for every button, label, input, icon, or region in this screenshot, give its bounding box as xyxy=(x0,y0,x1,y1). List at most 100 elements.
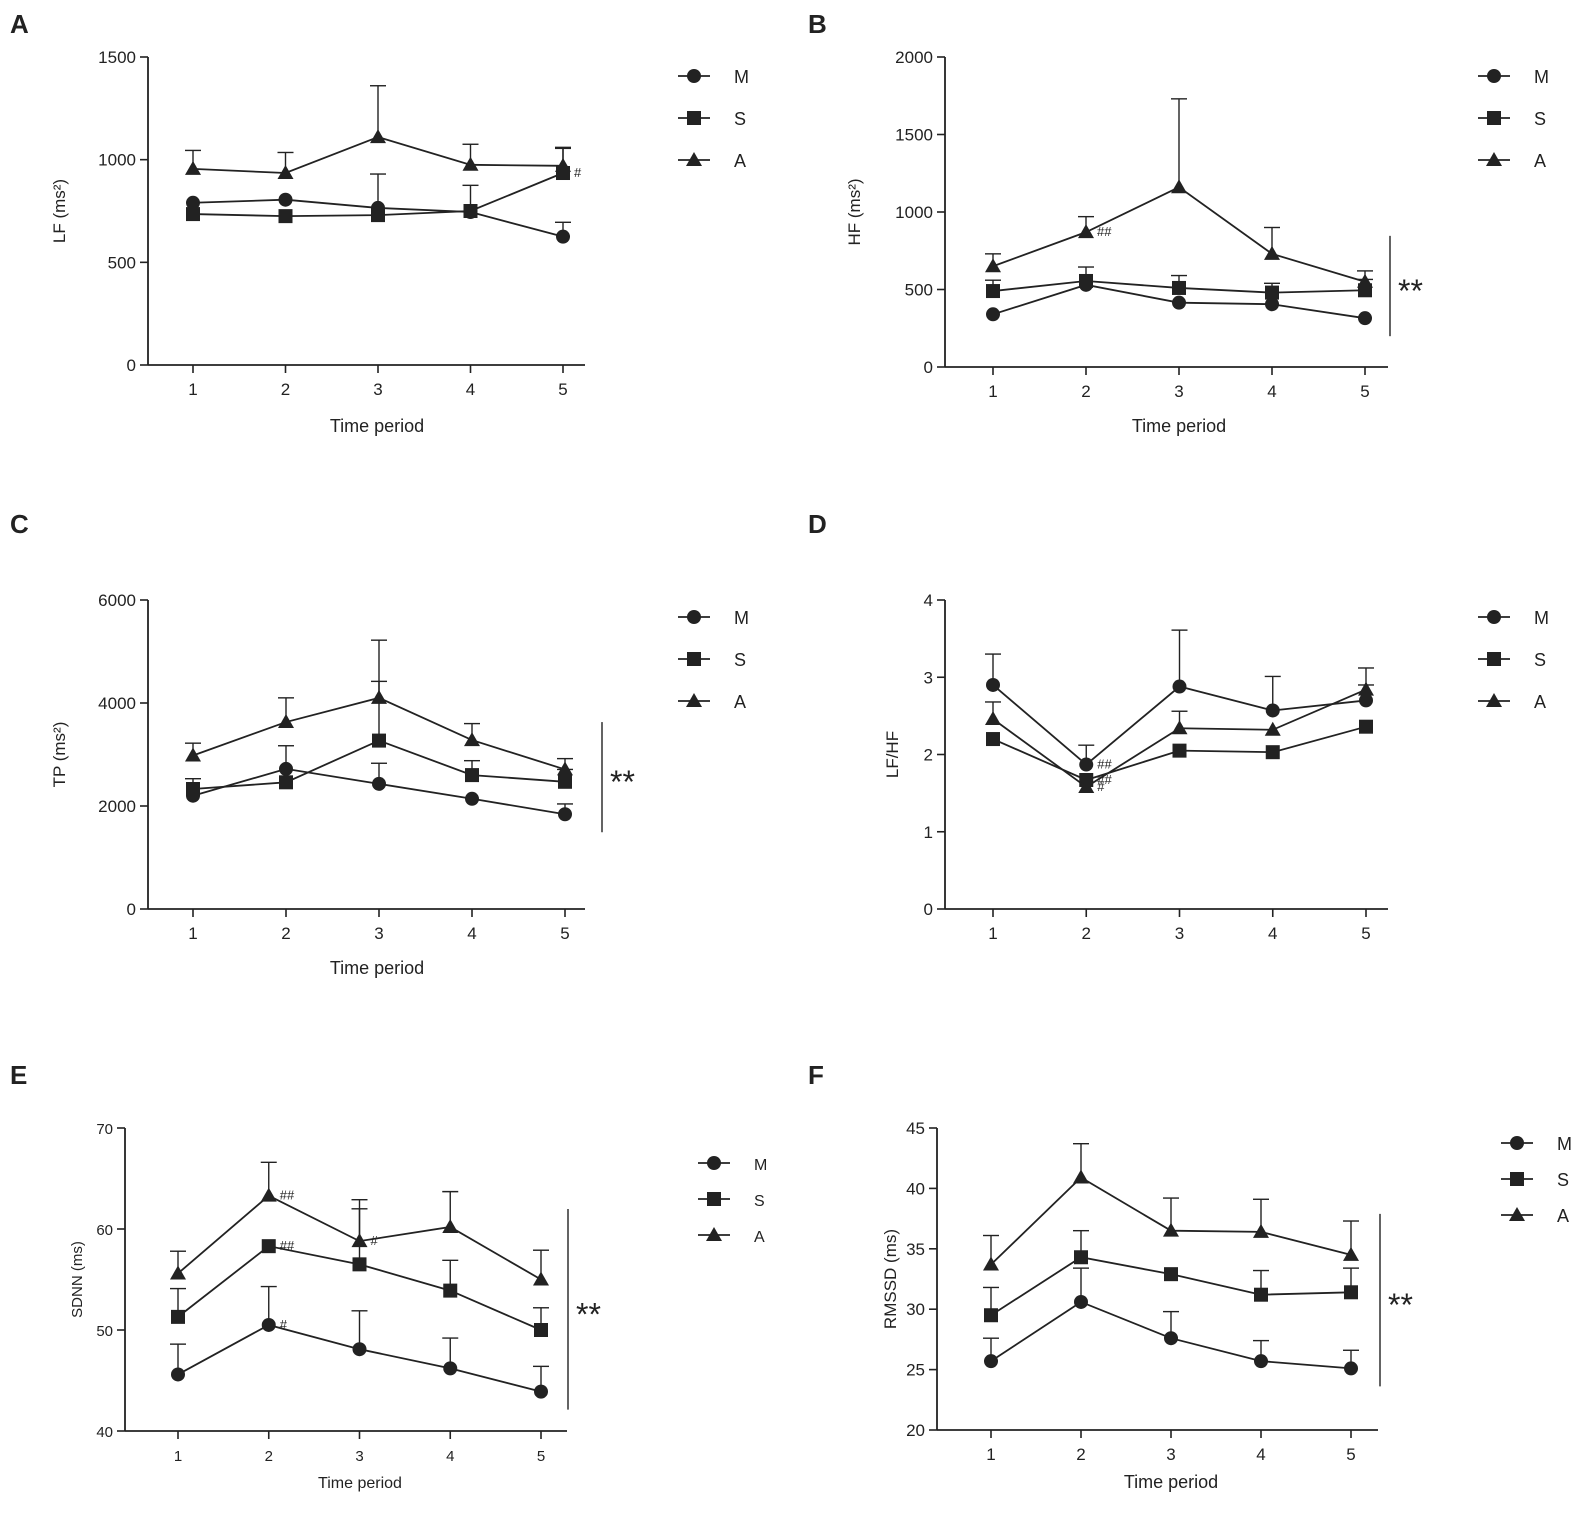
data-point xyxy=(1254,1287,1268,1302)
y-tick-label: 1 xyxy=(924,823,933,842)
data-point xyxy=(1074,1294,1088,1309)
x-tick-label: 1 xyxy=(986,1445,995,1464)
data-point xyxy=(1078,224,1094,239)
data-point xyxy=(1265,285,1279,300)
data-point xyxy=(1171,179,1187,194)
legend-marker xyxy=(1487,652,1501,666)
data-point xyxy=(533,1271,549,1286)
panel-label: F xyxy=(808,1060,824,1090)
data-point xyxy=(556,229,570,244)
data-point xyxy=(1164,1331,1178,1346)
data-point xyxy=(558,774,572,789)
legend-marker xyxy=(707,1192,721,1206)
legend-marker xyxy=(1510,1136,1524,1150)
x-tick-label: 4 xyxy=(1267,382,1276,401)
y-tick-label: 0 xyxy=(127,900,136,919)
y-tick-label: 20 xyxy=(906,1421,925,1440)
x-tick-label: 5 xyxy=(560,924,569,943)
y-tick-label: 4000 xyxy=(98,694,136,713)
data-point xyxy=(1172,295,1186,310)
x-tick-label: 1 xyxy=(988,382,997,401)
x-tick-label: 4 xyxy=(1268,924,1277,943)
x-axis-label: Time period xyxy=(1124,1472,1218,1492)
legend-label: M xyxy=(1557,1134,1572,1154)
x-tick-label: 1 xyxy=(188,924,197,943)
data-point xyxy=(1254,1354,1268,1369)
data-point xyxy=(372,733,386,748)
data-point xyxy=(352,1342,367,1357)
y-tick-label: 45 xyxy=(906,1119,925,1138)
y-tick-label: 70 xyxy=(96,1121,113,1138)
data-point xyxy=(983,1256,999,1271)
legend: MSA xyxy=(1501,1134,1572,1226)
data-point xyxy=(352,1257,367,1272)
data-point xyxy=(1073,1169,1089,1184)
y-axis-label: LF (ms²) xyxy=(50,179,69,243)
legend-label: M xyxy=(754,1157,767,1174)
legend-marker xyxy=(706,1227,722,1241)
data-point xyxy=(1344,1285,1358,1300)
data-point xyxy=(279,775,293,790)
legend-label: A xyxy=(1557,1206,1569,1226)
y-tick-label: 60 xyxy=(96,1222,113,1239)
data-point xyxy=(1264,721,1281,736)
y-tick-label: 1500 xyxy=(98,48,136,67)
y-tick-label: 2000 xyxy=(98,797,136,816)
data-point xyxy=(1265,297,1279,312)
data-point xyxy=(371,689,387,704)
data-point xyxy=(1265,745,1280,760)
x-tick-label: 4 xyxy=(466,380,475,399)
series-a xyxy=(185,639,573,776)
y-axis-label: RMSSD (ms) xyxy=(881,1229,900,1329)
series-m xyxy=(986,277,1372,326)
x-tick-label: 5 xyxy=(537,1448,545,1465)
data-point xyxy=(1078,778,1095,793)
data-point xyxy=(171,1367,185,1382)
x-axis-label: Time period xyxy=(330,958,424,978)
data-point xyxy=(1357,273,1373,288)
legend-label: S xyxy=(1534,650,1546,670)
data-point xyxy=(985,258,1001,273)
legend: MSA xyxy=(678,67,749,171)
data-point xyxy=(442,1218,459,1233)
data-point xyxy=(260,1187,277,1202)
series-a xyxy=(185,85,571,180)
data-point xyxy=(1079,757,1094,772)
data-point xyxy=(1265,703,1280,718)
legend: MSA xyxy=(1478,67,1549,171)
x-tick-label: 2 xyxy=(281,924,290,943)
y-tick-label: 2 xyxy=(924,746,933,765)
data-point xyxy=(534,1323,548,1337)
legend-label: A xyxy=(754,1229,765,1246)
significance-label: ** xyxy=(610,764,635,800)
legend-marker xyxy=(1510,1172,1524,1186)
series-line xyxy=(990,1256,1352,1316)
legend-label: M xyxy=(1534,67,1549,87)
x-tick-label: 3 xyxy=(1166,1445,1175,1464)
x-tick-label: 3 xyxy=(374,924,383,943)
data-point xyxy=(186,782,200,797)
data-point xyxy=(557,761,573,776)
series-a xyxy=(170,1161,549,1286)
y-tick-label: 500 xyxy=(905,281,933,300)
x-axis-label: Time period xyxy=(1132,416,1226,436)
data-point xyxy=(1359,693,1373,708)
panel-label: C xyxy=(10,509,29,539)
data-point xyxy=(278,209,293,224)
series-s xyxy=(986,719,1373,787)
data-point xyxy=(558,807,572,822)
x-axis-label: Time period xyxy=(330,416,424,436)
annotation-mark: ## xyxy=(280,1238,295,1253)
data-point xyxy=(186,207,200,222)
legend-marker xyxy=(686,693,702,707)
annotation-mark: # xyxy=(1097,779,1105,794)
legend-label: A xyxy=(1534,692,1546,712)
y-axis-label: LF/HF xyxy=(883,731,902,778)
legend-label: M xyxy=(734,608,749,628)
data-point xyxy=(278,192,293,207)
data-point xyxy=(462,156,479,171)
y-tick-label: 0 xyxy=(924,358,933,377)
